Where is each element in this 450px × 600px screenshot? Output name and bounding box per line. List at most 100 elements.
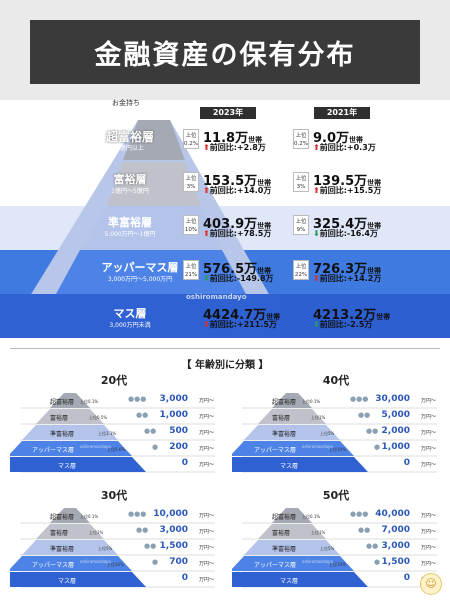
mini-tier-shape [22,425,118,440]
mini-value: 40,000 [375,509,410,519]
household-count-21-0: 9.0万世帯 [313,131,364,146]
age-panel-0: 20代 超富裕層 上位0.1% ●●● 3,000 万円〜 富裕層 上位0.5% ●● 1,000… [10,372,218,480]
mini-unit: 万円〜 [198,430,214,436]
tier-sub-0: 5億円以上 [116,145,144,152]
mini-watermark: oshiromandayo [80,559,111,564]
mini-unit: 万円〜 [420,462,436,468]
title-box: 金融資産の保有分布 [30,20,420,84]
age-section-title: 【 年齢別に分類 】 [181,360,269,371]
coin-stack-icon: ●●● [350,395,369,403]
pyramid-tier2 [107,162,201,206]
rank-badge-21-2: 上位 9% [293,215,309,235]
mini-pct: 上位0.1% [80,514,99,519]
mini-pct: 上位0.1% [302,514,321,519]
mini-tier-label: マス層 [280,578,299,585]
age-panel-2: 30代 超富裕層 上位0.1% ●●● 10,000 万円〜 富裕層 上位1% ●● 3,000 万… [10,487,218,595]
mini-unit: 万円〜 [198,529,214,535]
year-badge-2021: 2021年 [314,107,370,119]
mini-value: 7,000 [381,525,410,535]
tier-name-3: アッパーマス層 [101,261,179,274]
mini-value: 200 [169,442,188,452]
mini-tier-shape [232,457,368,472]
change-23-3: ⬇前回比:-149.8万 [203,274,274,283]
mini-unit: 万円〜 [420,529,436,535]
arrow-up-icon: ⬆ [203,320,210,329]
mini-pct: 上位3.1% [98,431,117,436]
household-count-21-2: 325.4万世帯 [313,217,382,232]
change-23-1: ⬆前回比:+14.0万 [203,186,272,195]
coin-stack-icon: ● [374,558,381,566]
tier-sub-1: 1億円〜5億円 [111,188,149,195]
mini-tier-label: 超富裕層 [50,514,75,521]
mini-tier-label: 富裕層 [50,415,69,422]
mini-unit: 万円〜 [198,462,214,468]
mini-tier-shape [10,572,146,587]
mini-tier-shape [244,540,340,555]
mini-tier-label: 超富裕層 [272,514,297,521]
mini-tier-shape [10,441,132,456]
change-21-2: ⬇前回比:-16.4万 [313,229,378,238]
mini-tier-shape [22,540,118,555]
pyramid-apex [123,120,185,160]
tier-name-0: 超富裕層 [105,130,154,144]
mini-pct: 上位5% [320,546,335,551]
mini-value: 700 [169,557,188,567]
mini-unit: 万円〜 [198,446,214,452]
mini-unit: 万円〜 [198,545,214,551]
mini-tier-shape [232,556,354,571]
coin-stack-icon: ●● [366,542,379,550]
tier-name-2: 準富裕層 [108,216,152,229]
age-pyramid [10,393,215,473]
arrow-up-icon: ⬆ [203,186,210,195]
page-title: 金融資産の保有分布 [94,39,356,71]
change-21-1: ⬆前回比:+15.5万 [313,186,382,195]
mini-unit: 万円〜 [420,398,436,404]
coin-stack-icon: ●● [358,526,371,534]
watermark: oshiromandayo [186,293,247,301]
coin-stack-icon: ●● [136,411,149,419]
change-23-2: ⬆前回比:+78.5万 [203,229,272,238]
mini-value: 3,000 [159,525,188,535]
mini-tier-label: アッパーマス層 [32,562,75,569]
household-count-21-1: 139.5万世帯 [313,174,382,189]
mini-pct: 上位1% [311,415,326,420]
coin-stack-icon: ●● [136,526,149,534]
mini-tier-shape [258,409,326,424]
tier-name-1: 富裕層 [113,173,147,186]
arrow-down-icon: ⬇ [203,274,210,283]
mini-pct: 上位0.1% [80,399,99,404]
mini-watermark: oshiromandayo [80,444,111,449]
coin-stack-icon: ●●● [128,395,147,403]
mini-pct: 上位10% [329,562,346,567]
mini-pct: 上位0.5% [89,415,108,420]
age-pyramid [10,508,215,588]
mini-value: 5,000 [381,410,410,420]
mini-tier-shape [10,556,132,571]
rank-badge-23-2: 上位 10% [183,215,199,235]
household-count-21-4: 4213.2万世帯 [313,308,391,323]
mini-tier-label: アッパーマス層 [254,447,297,454]
age-panel-1: 40代 超富裕層 上位0.1% ●●● 30,000 万円〜 富裕層 上位1% ●● 5,000 万… [232,372,440,480]
age-title: 50代 [322,489,350,502]
mini-value: 0 [181,573,188,583]
coin-stack-icon: ●● [358,411,371,419]
mini-watermark: oshiromandayo [302,444,333,449]
tier-name-4: マス層 [113,307,147,320]
mini-tier-label: 超富裕層 [50,399,75,406]
mini-value: 500 [169,426,188,436]
mini-value: 1,500 [381,557,410,567]
mini-tier-shape [36,524,104,539]
mini-tier-shape [272,393,312,408]
mini-unit: 万円〜 [420,545,436,551]
mini-tier-label: アッパーマス層 [254,562,297,569]
mini-pct: 上位5.6% [107,447,126,452]
mini-value: 10,000 [153,509,188,519]
age-panel-3: 50代 超富裕層 上位0.1% ●●● 40,000 万円〜 富裕層 上位1% ●● 7,000 万… [232,487,440,595]
coin-stack-icon: ●● [366,427,379,435]
mini-unit: 万円〜 [420,430,436,436]
mini-watermark: oshiromandayo [302,559,333,564]
coin-stack-icon: ●●● [128,510,147,518]
mini-tier-label: 富裕層 [272,530,291,537]
mini-tier-label: 富裕層 [50,530,69,537]
mini-pct: 上位5% [320,431,335,436]
